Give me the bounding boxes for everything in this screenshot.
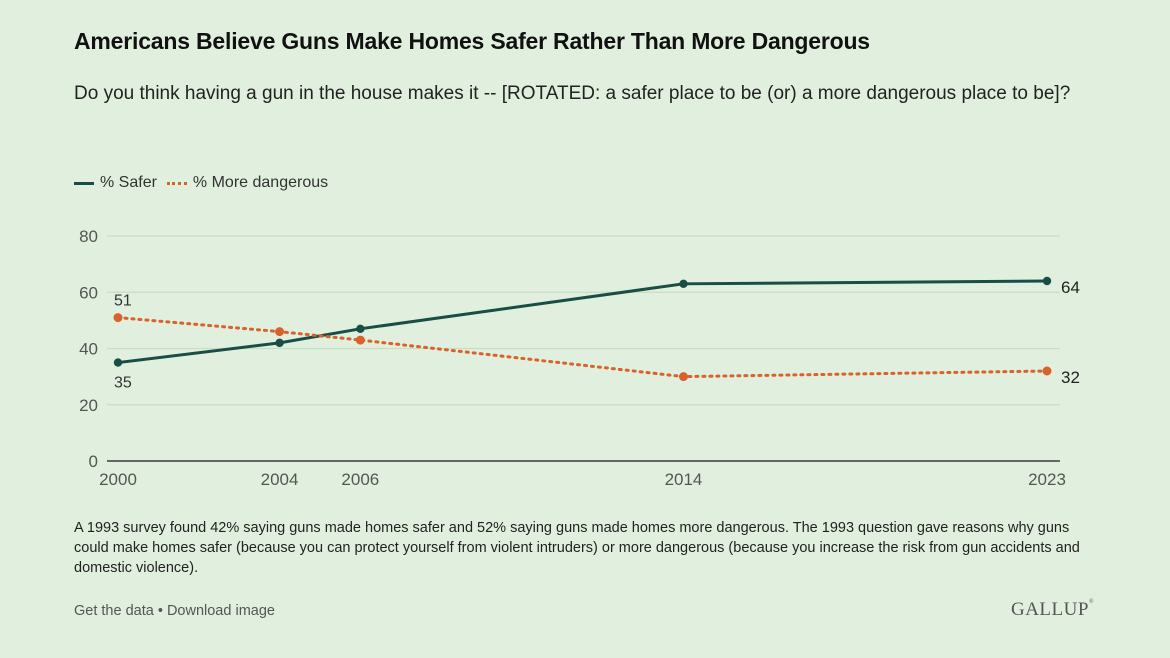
legend-swatch-safer <box>74 181 94 185</box>
data-point-safer <box>356 324 365 334</box>
data-point-dangerous <box>1042 366 1052 376</box>
x-tick-label: 2023 <box>1028 470 1066 489</box>
data-point-safer <box>113 358 123 367</box>
y-tick-label: 80 <box>79 227 98 246</box>
chart-footnote: A 1993 survey found 42% saying guns made… <box>74 520 1080 576</box>
series-line-dangerous <box>116 316 1049 379</box>
download-image-link[interactable]: Download image <box>166 603 275 619</box>
footer-links: Get the data • Download image <box>74 603 275 619</box>
data-point-safer <box>1042 276 1052 286</box>
footer-separator: • <box>153 603 167 619</box>
legend-swatch-dangerous <box>166 181 187 185</box>
data-point-safer <box>275 338 284 348</box>
y-tick-label: 60 <box>79 283 98 302</box>
series-line-safer <box>116 279 1049 365</box>
legend-item-dangerous: % More dangerous <box>166 174 329 192</box>
start-label-dangerous: 51 <box>114 293 132 310</box>
data-point-dangerous <box>355 335 365 345</box>
y-tick-label: 40 <box>79 340 98 359</box>
y-tick-label: 0 <box>89 452 98 471</box>
x-axis-ticks: 2000 2004 2006 2014 2023 <box>99 470 1066 489</box>
x-tick-label: 2006 <box>341 470 379 489</box>
legend: % Safer % More dangerous <box>74 174 338 192</box>
data-point-dangerous <box>113 313 123 323</box>
data-point-dangerous <box>275 327 285 337</box>
data-point-dangerous <box>678 372 688 382</box>
chart-subtitle: Do you think having a gun in the house m… <box>74 83 1071 104</box>
x-tick-label: 2014 <box>665 470 703 489</box>
series-points <box>113 276 1052 382</box>
chart-title: Americans Believe Guns Make Homes Safer … <box>74 28 870 54</box>
x-tick-label: 2000 <box>99 470 137 489</box>
end-label-safer: 64 <box>1061 278 1080 297</box>
get-the-data-link[interactable]: Get the data <box>74 603 154 619</box>
legend-label-safer: % Safer <box>100 174 157 191</box>
data-point-safer <box>679 279 688 289</box>
y-axis-ticks: 0 20 40 60 80 <box>79 227 98 471</box>
legend-item-safer: % Safer <box>74 174 157 192</box>
x-tick-label: 2004 <box>261 470 299 489</box>
start-label-safer: 35 <box>114 375 132 392</box>
data-labels: 35 51 64 32 <box>114 278 1080 392</box>
legend-label-dangerous: % More dangerous <box>192 174 329 191</box>
gridlines <box>107 235 1060 462</box>
registered-mark: ® <box>1088 599 1094 605</box>
series-lines <box>116 279 1049 379</box>
end-label-dangerous: 32 <box>1061 368 1080 387</box>
gallup-logo: GALLUP® <box>1011 599 1094 621</box>
y-tick-label: 20 <box>79 396 98 415</box>
brand-name: GALLUP <box>1010 599 1089 620</box>
